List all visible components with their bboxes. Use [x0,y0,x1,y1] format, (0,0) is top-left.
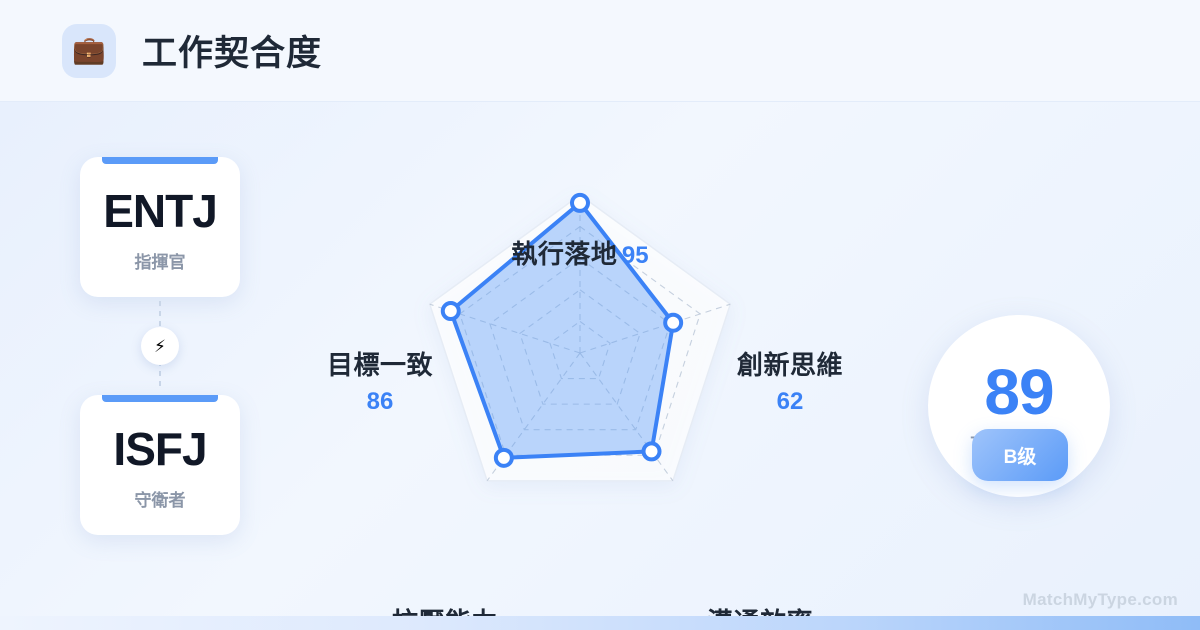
axis-value-right: 62 [776,388,804,415]
card-accent-bar [102,157,218,164]
axis-title-left: 目標一致 [326,350,433,380]
lightning-bolt-icon: ⚡ [141,327,179,365]
briefcase-icon: 💼 [62,23,116,78]
card-accent-bar [102,395,218,402]
radar-chart: 執行落地 95 創新思維 62 溝通效率 77 抗壓能力 82 目標一致 86 [290,102,870,630]
axis-label-left: 目標一致 86 [280,345,480,416]
total-score-circle: 89 Total Score [928,315,1110,497]
total-score-value: 89 [984,355,1054,428]
mbti-code-secondary: ISFJ [113,422,207,475]
mbti-pair-column: ENTJ 指揮官 ⚡ ISFJ 守衛者 [80,157,240,535]
axis-title-top: 執行落地 [511,239,618,269]
mbti-code-primary: ENTJ [103,184,218,237]
mbti-name-secondary: 守衛者 [134,490,186,510]
axis-value-left: 86 [366,388,394,415]
mbti-card-secondary[interactable]: ISFJ 守衛者 [80,395,240,535]
mbti-name-primary: 指揮官 [134,252,186,272]
page-header: 💼 工作契合度 [0,0,1200,102]
content-area: ENTJ 指揮官 ⚡ ISFJ 守衛者 執行落地 95 [0,102,1200,630]
axis-label-top: 執行落地 95 [440,234,720,271]
footer-accent-bar [0,616,1200,630]
axis-value-top: 95 [621,242,649,269]
site-watermark: MatchMyType.com [1022,590,1178,609]
radar-series [448,200,676,460]
mbti-card-primary[interactable]: ENTJ 指揮官 [80,157,240,297]
axis-title-right: 創新思維 [736,350,843,380]
axis-label-right: 創新思維 62 [690,345,890,416]
mbti-connector: ⚡ [80,297,240,395]
radar-chart-svg [428,192,732,482]
grade-badge: B级 [972,429,1068,481]
page-title: 工作契合度 [142,34,323,73]
radar-data-points [440,192,684,468]
